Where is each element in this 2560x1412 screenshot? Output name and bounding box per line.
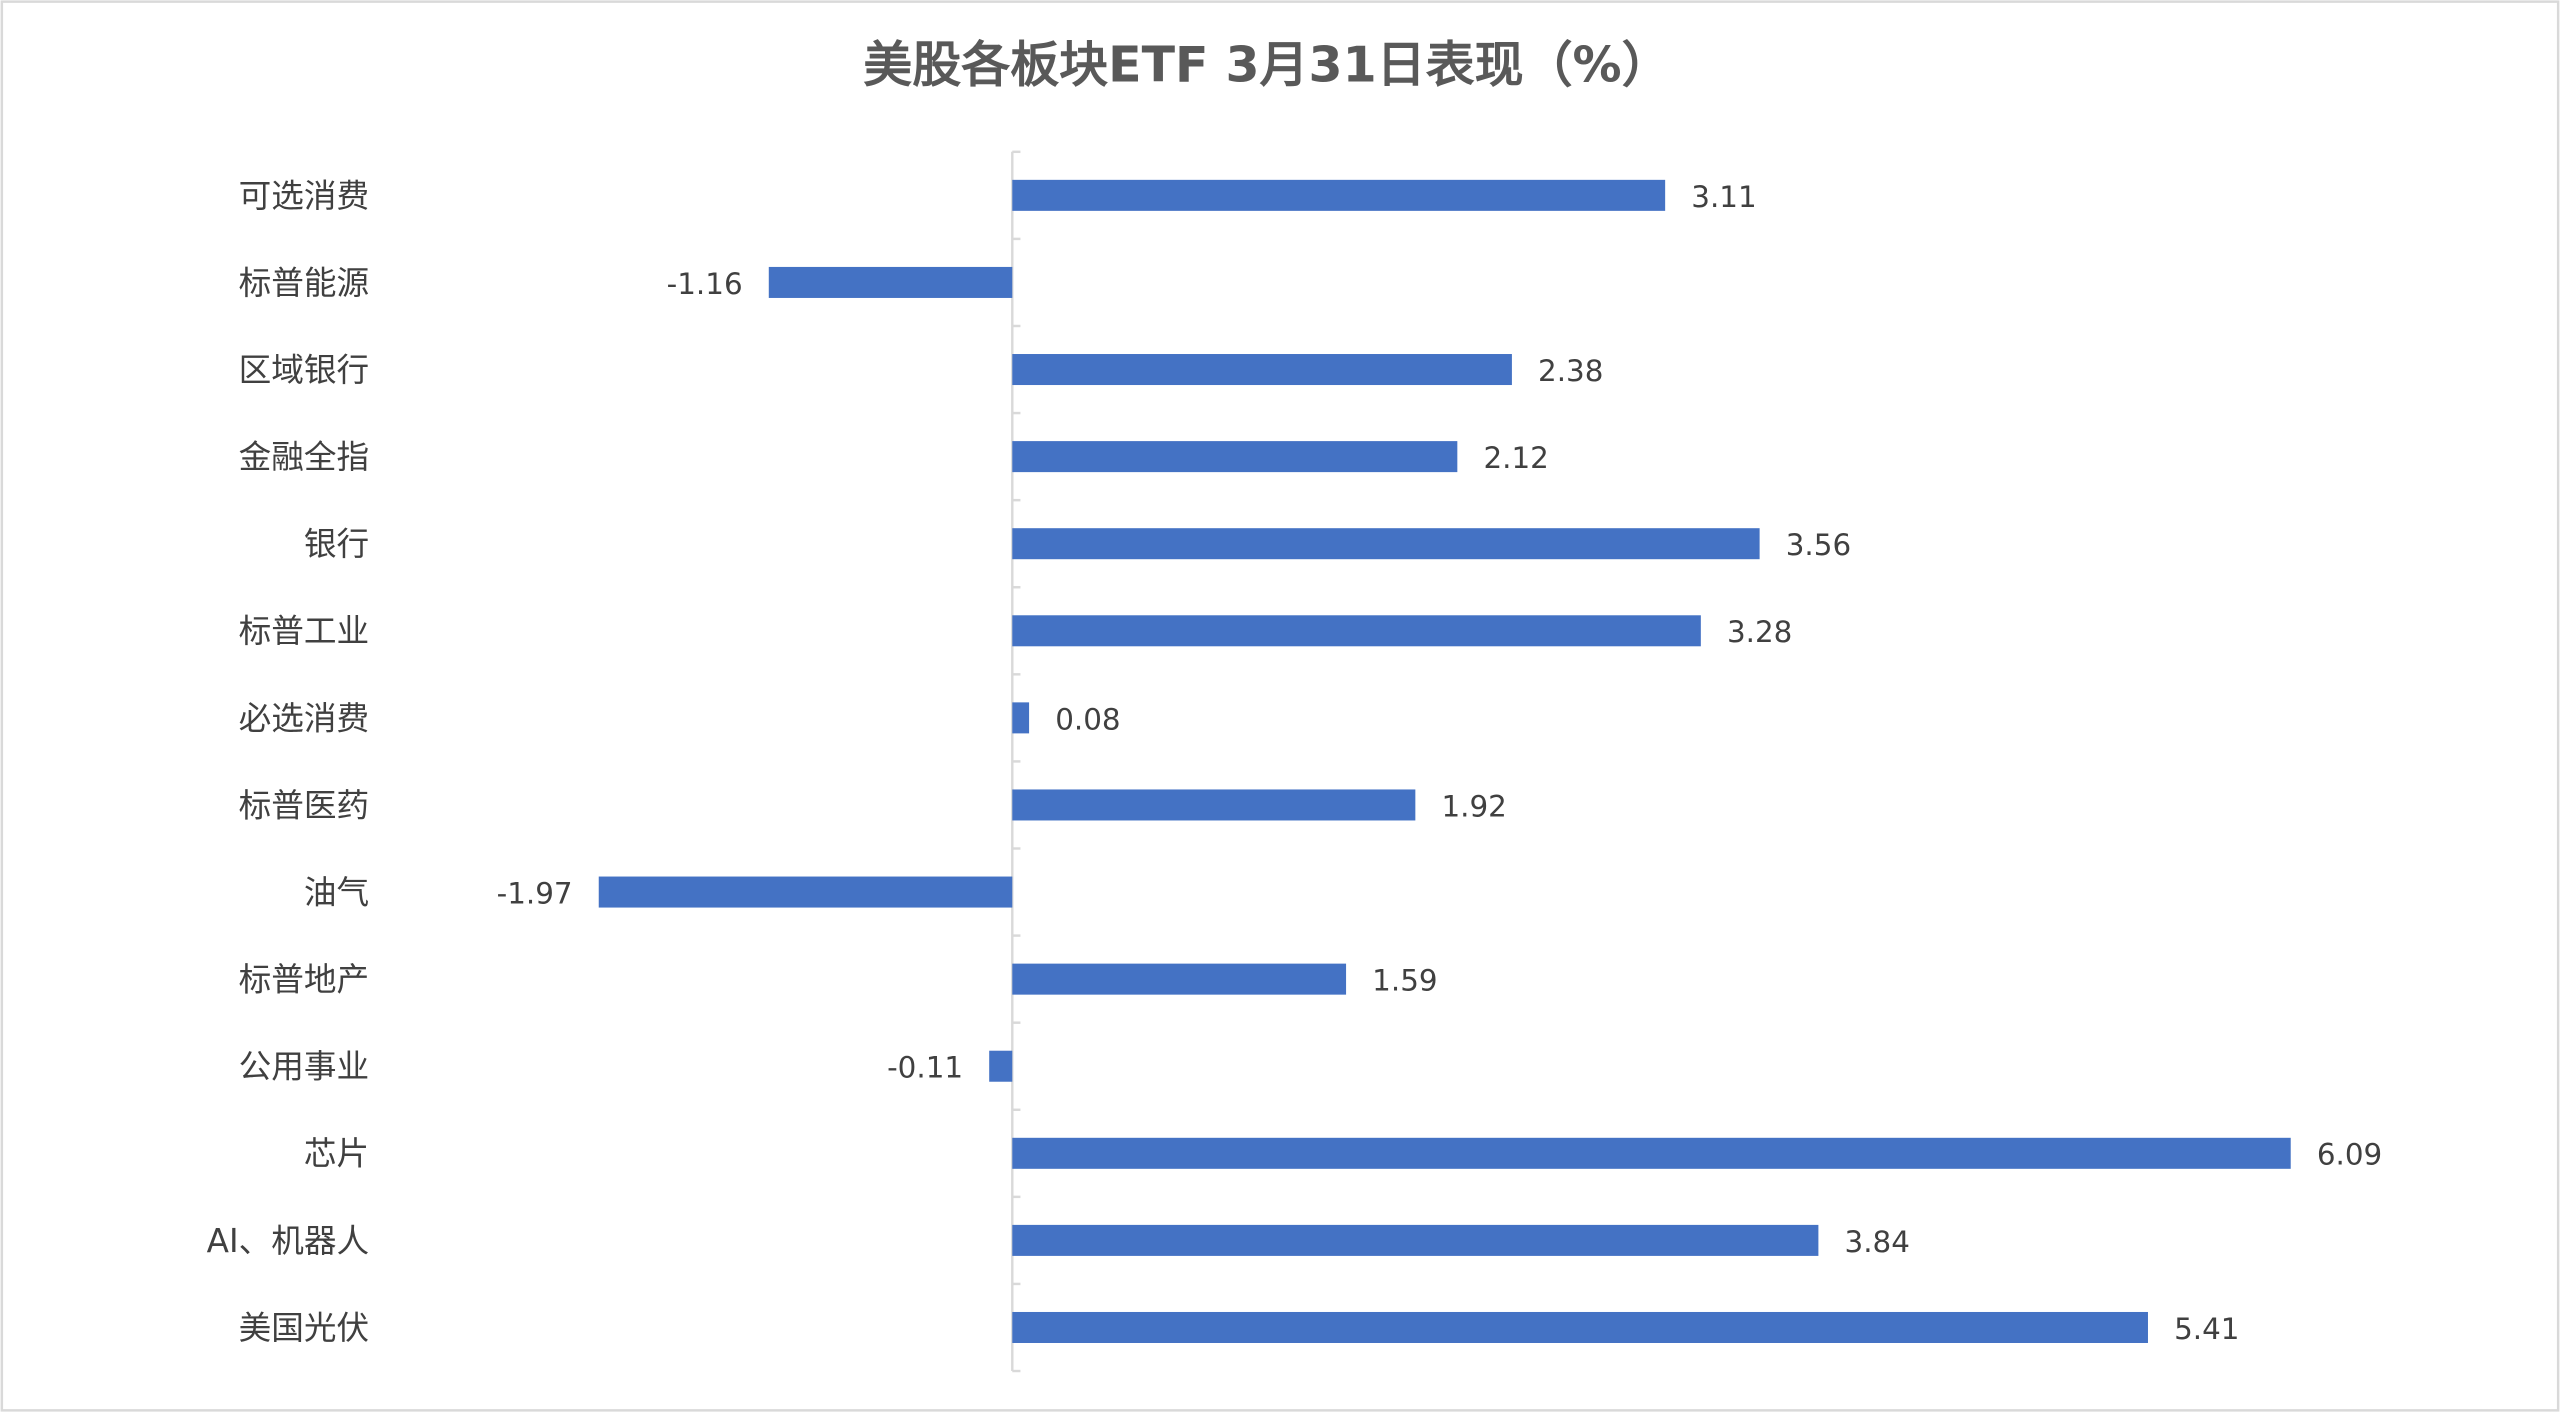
bar: [989, 1050, 1013, 1082]
bar: [1012, 789, 1416, 821]
category-label: 标普医药: [239, 786, 370, 824]
bar: [1012, 702, 1030, 734]
data-label: 5.41: [2174, 1312, 2239, 1346]
labels: 可选消费 3.11 标普能源 -1.16 区域银行 2.38 金融全指 2.12 银行 3.56 标…: [207, 177, 2383, 1347]
bar: [598, 876, 1013, 908]
data-label: 0.08: [1055, 702, 1120, 736]
data-label: 6.09: [2317, 1138, 2382, 1172]
category-label: 标普能源: [239, 264, 370, 302]
bar: [1012, 1311, 2148, 1343]
data-label: -0.11: [887, 1051, 963, 1085]
data-label: -1.16: [667, 267, 743, 301]
category-label: 油气: [304, 873, 369, 911]
category-label: AI、机器人: [207, 1222, 369, 1260]
category-label: 银行: [304, 525, 369, 563]
bar: [1012, 179, 1666, 211]
bar: [1012, 963, 1347, 995]
category-label: 芯片: [304, 1135, 369, 1173]
data-label: -1.97: [497, 876, 573, 910]
data-label: 3.56: [1786, 528, 1851, 562]
data-label: 3.11: [1691, 180, 1756, 214]
category-label: 金融全指: [239, 438, 370, 476]
bar: [1012, 1137, 2291, 1169]
data-label: 3.84: [1845, 1225, 1910, 1259]
chart-title: 美股各板块ETF 3月31日表现（%）: [863, 37, 1670, 94]
category-label: 美国光伏: [239, 1309, 370, 1347]
bar: [1012, 1224, 1819, 1256]
category-label: 标普工业: [239, 612, 370, 650]
category-label: 标普地产: [239, 961, 370, 999]
data-label: 2.38: [1538, 354, 1603, 388]
category-label: 必选消费: [239, 699, 370, 737]
bar: [768, 266, 1013, 298]
bars: [598, 179, 2291, 1343]
data-label: 1.59: [1372, 964, 1437, 998]
bar: [1012, 441, 1458, 473]
category-label: 区域银行: [239, 351, 370, 389]
bar: [1012, 354, 1512, 386]
bar: [1012, 615, 1701, 647]
bar: [1012, 528, 1760, 560]
category-label: 公用事业: [239, 1048, 370, 1086]
category-label: 可选消费: [239, 177, 370, 215]
data-label: 2.12: [1483, 441, 1548, 475]
data-label: 3.28: [1727, 615, 1792, 649]
data-label: 1.92: [1441, 789, 1506, 823]
